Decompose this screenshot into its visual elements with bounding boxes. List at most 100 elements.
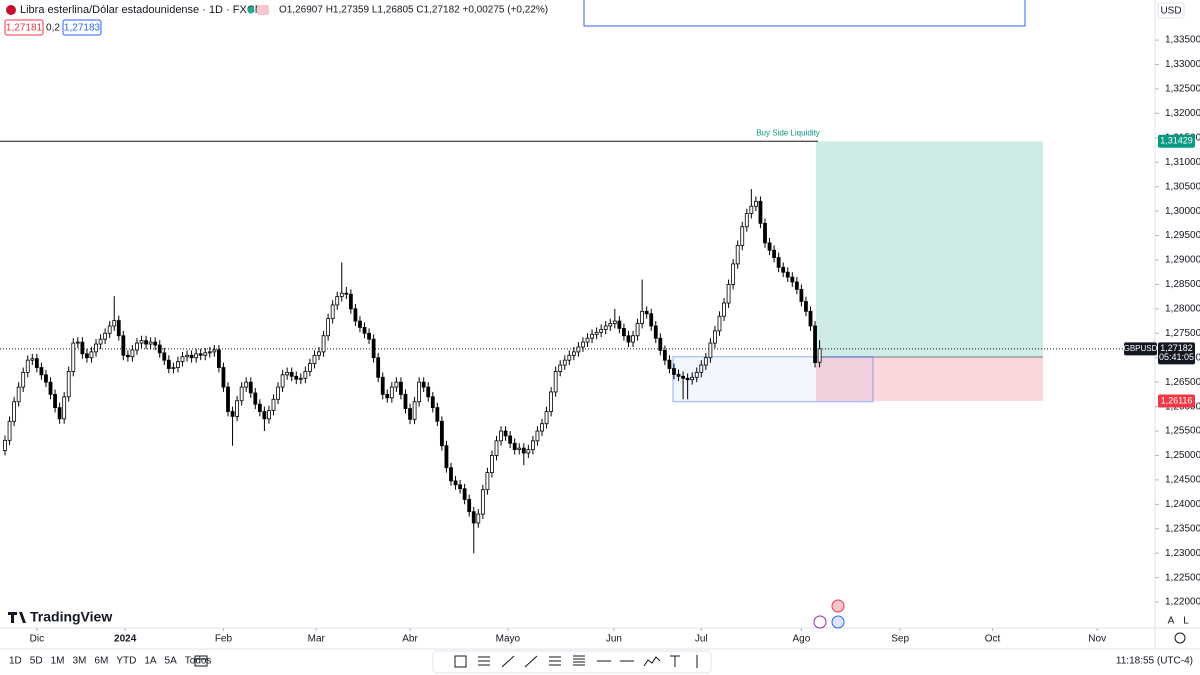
candle-body — [185, 354, 189, 358]
candle-body — [813, 325, 817, 364]
x-tick-label: Dic — [30, 634, 44, 645]
scale-button[interactable]: L — [1183, 616, 1189, 627]
date-range-icon[interactable] — [194, 655, 208, 667]
candle-body — [585, 337, 590, 343]
candle-body — [144, 340, 148, 345]
range-button[interactable]: Todos — [185, 656, 212, 667]
candle-body — [694, 372, 699, 378]
candle-body — [330, 304, 335, 320]
candle-body — [285, 372, 290, 376]
candle-body — [476, 513, 481, 524]
logo-mark — [8, 612, 26, 623]
y-tick-label: 1,24500 — [1165, 475, 1200, 486]
range-button[interactable]: 1D — [9, 656, 22, 667]
candle-body — [772, 249, 776, 258]
symbol-title[interactable]: Libra esterlina/Dólar estadounidense · 1… — [20, 4, 264, 16]
candle-body — [717, 315, 722, 332]
candle-body — [722, 302, 726, 317]
candle-body — [576, 346, 581, 353]
range-button[interactable]: YTD — [116, 656, 136, 667]
candle-body — [685, 377, 690, 381]
y-tick-label: 1,27500 — [1165, 328, 1200, 339]
range-button[interactable]: 6M — [94, 656, 108, 667]
candle-body — [631, 335, 635, 343]
candle-body — [339, 292, 344, 298]
candle-body — [321, 335, 326, 353]
candle-body — [353, 308, 358, 322]
candle-body — [198, 353, 203, 356]
x-tick-label: Mayo — [496, 634, 521, 645]
candle-body — [16, 386, 21, 403]
flag-icon[interactable] — [257, 5, 269, 15]
ray-tool[interactable] — [524, 655, 538, 668]
currency-button[interactable] — [1157, 2, 1185, 19]
candle-body — [21, 372, 26, 388]
candle-body — [690, 376, 695, 381]
y-tick-label: 1,33500 — [1165, 35, 1200, 46]
candle-body — [658, 337, 663, 351]
last-price-label: 1,27182 — [1160, 343, 1193, 353]
candle-body — [713, 330, 717, 344]
y-tick-label: 1,25000 — [1165, 450, 1200, 461]
currency[interactable]: USD — [1160, 6, 1181, 17]
scale-button[interactable]: A — [1168, 616, 1175, 627]
y-tick-label: 1,30500 — [1165, 181, 1200, 192]
candle-body — [667, 359, 672, 369]
range-button[interactable]: 1M — [51, 656, 65, 667]
order-block[interactable] — [672, 356, 874, 403]
rect-tool[interactable] — [454, 655, 467, 668]
candle-body — [135, 342, 139, 351]
range-button[interactable]: 3M — [73, 656, 87, 667]
candle-body — [581, 341, 585, 348]
event-icon[interactable] — [831, 615, 845, 629]
candle-body — [531, 440, 535, 451]
candle-body — [726, 284, 731, 304]
candle-body — [335, 296, 340, 306]
bid-price[interactable]: 1,27181 — [6, 23, 43, 34]
x-tick-label: Abr — [402, 634, 418, 645]
settings-icon[interactable] — [1174, 632, 1186, 644]
spread: 0,2 — [46, 23, 60, 34]
candle-body — [781, 266, 786, 273]
trendline-tool[interactable] — [501, 655, 515, 668]
loss-zone[interactable] — [816, 356, 1043, 401]
sell-button[interactable] — [4, 19, 44, 36]
drawing-toolbar — [432, 650, 712, 674]
candle-body — [521, 447, 526, 454]
candle-body — [276, 386, 280, 400]
text-tool[interactable] — [670, 655, 680, 667]
y-tick-label: 1,30000 — [1165, 206, 1200, 217]
pitchfork-tool[interactable] — [573, 655, 585, 666]
candle-body — [749, 205, 754, 214]
drawing-box[interactable] — [583, 0, 1026, 27]
candle-body — [180, 356, 185, 363]
path-tool[interactable] — [643, 656, 661, 667]
buy-button[interactable] — [62, 19, 102, 36]
profit-zone[interactable] — [816, 141, 1043, 357]
range-button[interactable]: 5A — [165, 656, 178, 667]
candle-body — [289, 372, 294, 377]
fib-tool[interactable] — [478, 656, 490, 666]
candle-body — [430, 396, 435, 408]
candle-body — [703, 357, 708, 366]
candle-body — [89, 351, 94, 359]
candle-body — [403, 393, 408, 409]
range-button[interactable]: 1A — [144, 656, 157, 667]
ask-price[interactable]: 1,27183 — [64, 23, 101, 34]
target-badge — [1158, 134, 1195, 148]
channel-tool[interactable] — [549, 656, 561, 666]
x-tick-label: Feb — [215, 634, 233, 645]
dividend-icon[interactable] — [813, 615, 827, 629]
symbol-label: GBPUSD — [1124, 344, 1158, 353]
x-tick-label: Nov — [1088, 634, 1106, 645]
last-price-badge — [1158, 342, 1195, 365]
candle-body — [562, 359, 567, 366]
y-tick-label: 1,31000 — [1165, 157, 1200, 168]
candle-body — [708, 342, 713, 359]
candle-body — [435, 407, 440, 422]
x-tick-label: Mar — [308, 634, 326, 645]
candle-body — [358, 320, 362, 328]
range-button[interactable]: 5D — [30, 656, 43, 667]
event-icon[interactable] — [831, 599, 845, 613]
candle-body — [380, 376, 385, 395]
